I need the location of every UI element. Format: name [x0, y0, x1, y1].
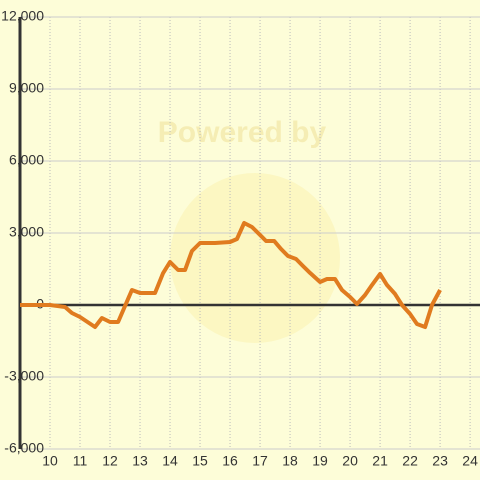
y-tick-label: 9,000: [9, 80, 44, 96]
x-tick-label: 10: [42, 453, 58, 469]
watermark: Powered by: [158, 116, 327, 149]
x-tick-label: 13: [132, 453, 148, 469]
watermark-logo: [170, 173, 340, 343]
x-tick-label: 20: [342, 453, 358, 469]
x-tick-label: 17: [252, 453, 268, 469]
x-tick-label: 15: [192, 453, 208, 469]
y-tick-label: 6,000: [9, 152, 44, 168]
x-tick-label: 22: [402, 453, 418, 469]
y-tick-label: -6,000: [4, 440, 44, 456]
x-tick-label: 24: [462, 453, 478, 469]
x-tick-label: 19: [312, 453, 328, 469]
series-line: [20, 220, 442, 330]
x-tick-label: 23: [432, 453, 448, 469]
x-tick-label: 11: [73, 453, 88, 469]
x-tick-label: 18: [282, 453, 298, 469]
y-tick-label: 12,000: [1, 8, 44, 24]
y-tick-label: 3,000: [9, 224, 44, 240]
x-tick-label: 14: [162, 453, 178, 469]
x-tick-label: 12: [102, 453, 118, 469]
y-tick-label: -3,000: [4, 368, 44, 384]
x-tick-label: 21: [372, 453, 388, 469]
x-tick-label: 16: [222, 453, 238, 469]
